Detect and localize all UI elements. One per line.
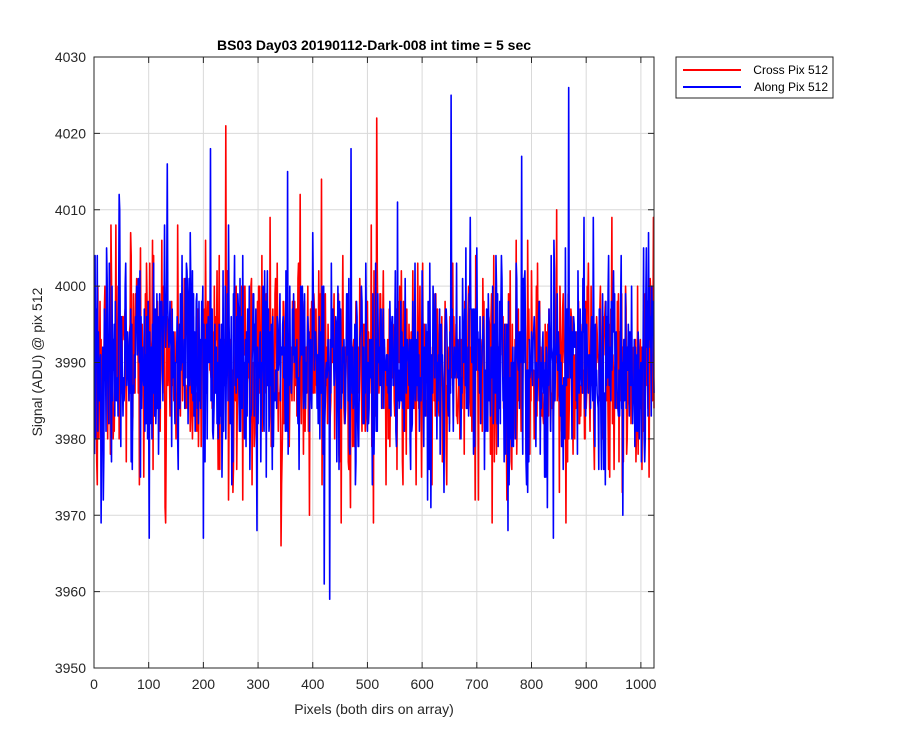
legend-box — [675, 56, 834, 99]
legend: Cross Pix 512 Along Pix 512 — [675, 56, 834, 99]
y-tick-label: 3950 — [55, 660, 86, 676]
x-tick-label: 300 — [246, 676, 270, 692]
legend-label-along: Along Pix 512 — [754, 80, 828, 94]
series-lines — [93, 86, 655, 601]
x-axis-label: Pixels (both dirs on array) — [294, 701, 454, 717]
x-tick-label: 700 — [465, 676, 489, 692]
x-tick-label: 500 — [356, 676, 380, 692]
y-tick-label: 3970 — [55, 507, 86, 523]
x-tick-label: 100 — [137, 676, 161, 692]
y-tick-label: 4010 — [55, 202, 86, 218]
x-tick-label: 200 — [192, 676, 216, 692]
chart-title: BS03 Day03 20190112-Dark-008 int time = … — [217, 37, 531, 53]
axis-ticks: 0 100 200 300 400 500 600 700 800 900 1000 3950 3960… — [55, 49, 657, 692]
x-tick-label: 1000 — [625, 676, 656, 692]
x-tick-label: 900 — [575, 676, 599, 692]
y-tick-label: 3990 — [55, 355, 86, 371]
x-tick-label: 0 — [90, 676, 98, 692]
x-tick-label: 800 — [520, 676, 544, 692]
y-tick-label: 4000 — [55, 278, 86, 294]
x-tick-label: 600 — [410, 676, 434, 692]
y-axis-label: Signal (ADU) @ pix 512 — [29, 287, 45, 436]
y-tick-label: 3960 — [55, 584, 86, 600]
legend-label-cross: Cross Pix 512 — [753, 63, 828, 77]
series-line-along — [93, 86, 655, 601]
x-tick-label: 400 — [301, 676, 325, 692]
y-tick-label: 3980 — [55, 431, 86, 447]
y-tick-label: 4030 — [55, 49, 86, 65]
y-tick-label: 4020 — [55, 125, 86, 141]
